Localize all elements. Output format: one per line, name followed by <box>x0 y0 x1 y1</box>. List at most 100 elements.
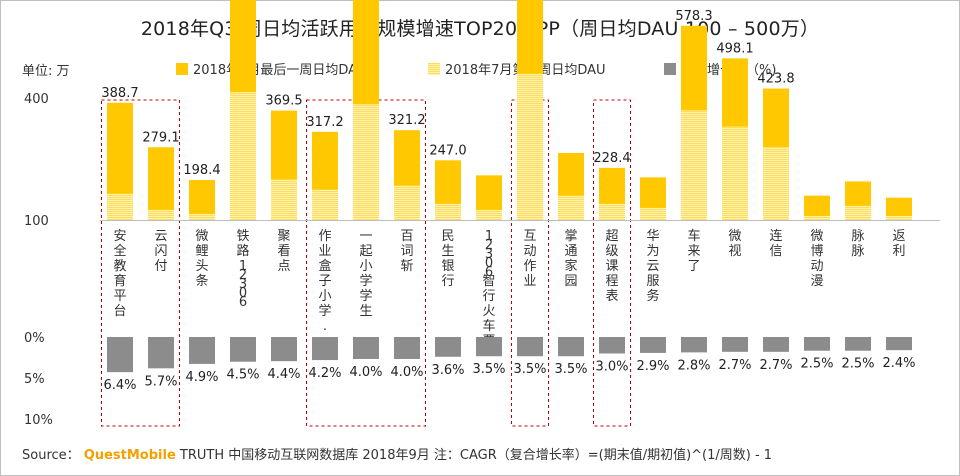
category-label: 超级课程表 <box>605 229 618 304</box>
category-label: 作业盒子小学.. <box>318 229 331 343</box>
bar-value-label: 498.1 <box>716 41 753 56</box>
legend-swatch-sep <box>176 62 188 75</box>
bar-cagr <box>886 337 912 351</box>
bar-cagr <box>640 337 666 353</box>
cagr-value-label: 2.8% <box>677 358 710 373</box>
bar-cagr <box>804 337 830 351</box>
bar-jul-dau <box>845 205 871 220</box>
bar-cagr <box>681 337 707 353</box>
bar-jul-dau <box>517 73 543 220</box>
bar-jul-dau <box>107 193 133 220</box>
bar-sep-dau <box>189 180 215 220</box>
bottom-ytick-label: 5% <box>24 372 45 387</box>
category-label: 车来了 <box>687 228 700 274</box>
cagr-value-label: 5.7% <box>144 374 177 389</box>
bar-jul-dau <box>189 213 215 220</box>
category-label: 微鲤头条 <box>195 229 208 289</box>
highlight-box <box>306 99 426 427</box>
bar-value-label: 388.7 <box>101 86 138 101</box>
category-label: 微博动漫 <box>810 229 823 289</box>
cagr-value-label: 4.4% <box>267 367 300 382</box>
bar-cagr <box>353 337 379 359</box>
bottom-ytick-label: 10% <box>24 413 53 428</box>
highlight-box <box>101 99 180 427</box>
cagr-value-label: 3.6% <box>431 363 464 378</box>
cagr-value-label: 2.7% <box>759 358 792 373</box>
bar-cagr <box>435 337 461 357</box>
source-prefix: Source： <box>22 448 80 463</box>
bottom-ytick-label: 0% <box>24 331 45 346</box>
category-label: 返利 <box>892 229 905 259</box>
category-label: 铁路 1 2 3 0 6 <box>236 229 249 310</box>
bar-value-label: 198.4 <box>183 163 220 178</box>
bar-value-label: 578.3 <box>675 9 712 24</box>
bar-jul-dau <box>804 215 830 220</box>
bar-cagr <box>517 337 543 357</box>
cagr-value-label: 4.5% <box>226 368 259 383</box>
source-brand: QuestMobile <box>83 448 176 463</box>
category-label: 脉脉 <box>851 229 864 259</box>
cagr-value-label: 4.0% <box>349 365 382 380</box>
bar-cagr <box>763 337 789 352</box>
bar-cagr <box>722 337 748 352</box>
bar-jul-dau <box>558 195 584 220</box>
bar-jul-dau <box>640 207 666 220</box>
cagr-value-label: 6.4% <box>103 378 136 393</box>
bar-cagr <box>107 337 133 373</box>
cagr-value-label: 2.4% <box>882 356 915 371</box>
bar-cagr <box>148 337 174 369</box>
unit-label: 单位: 万 <box>22 64 70 79</box>
bar-cagr <box>394 337 420 359</box>
top-ytick-label: 400 <box>24 92 49 107</box>
source-rest: TRUTH 中国移动互联网数据库 2018年9月 注：CAGR（复合增长率）=(… <box>179 448 773 463</box>
category-label: 12306智行火车票 <box>482 229 495 349</box>
bar-jul-dau <box>312 189 338 220</box>
category-label: 掌通家园 <box>564 229 577 289</box>
highlight-box <box>593 99 631 427</box>
bar-value-label: 279.1 <box>142 130 179 145</box>
bar-cagr <box>558 337 584 357</box>
cagr-value-label: 3.5% <box>513 362 546 377</box>
cagr-value-label: 3.5% <box>472 362 505 377</box>
bar-value-label: 228.4 <box>593 151 630 166</box>
bar-cagr <box>476 337 502 357</box>
category-label: 安全教育平台 <box>113 229 126 319</box>
category-label: 互动作业 <box>523 229 536 289</box>
bar-cagr <box>312 337 338 361</box>
bar-value-label: 369.5 <box>265 94 302 109</box>
category-label: 一起小学学生 <box>359 229 372 319</box>
cagr-value-label: 2.9% <box>636 359 669 374</box>
category-label: 微视 <box>728 229 741 259</box>
chart-title: 2018年Q3 周日均活跃用户规模增速TOP20 APP（周日均DAU 100 … <box>140 18 820 40</box>
category-label: 百词斩 <box>400 229 413 274</box>
cagr-value-label: 4.0% <box>390 365 423 380</box>
bar-jul-dau <box>353 104 379 220</box>
top-ytick-label: 100 <box>24 214 49 229</box>
bar-jul-dau <box>230 92 256 220</box>
bar-value-label: 423.8 <box>757 72 794 87</box>
cagr-value-label: 3.5% <box>554 362 587 377</box>
legend-swatch-cagr <box>664 62 676 75</box>
cagr-value-label: 4.9% <box>185 370 218 385</box>
legend-swatch-jul <box>428 62 440 75</box>
category-label: 华为云服务 <box>646 229 659 304</box>
bar-value-label: 247.0 <box>429 143 466 158</box>
bar-jul-dau <box>722 126 748 220</box>
bar-cagr <box>230 337 256 362</box>
source-note: Source： QuestMobile TRUTH 中国移动互联网数据库 201… <box>22 444 772 463</box>
bar-jul-dau <box>886 215 912 220</box>
bar-cagr <box>271 337 297 362</box>
cagr-value-label: 4.2% <box>308 366 341 381</box>
category-label: 云闪付 <box>154 229 167 274</box>
bar-jul-dau <box>681 110 707 220</box>
bar-jul-dau <box>435 203 461 220</box>
cagr-value-label: 2.5% <box>841 357 874 372</box>
bar-sep-dau <box>886 197 912 220</box>
cagr-value-label: 2.7% <box>718 358 751 373</box>
bar-value-label: 321.2 <box>388 113 425 128</box>
bar-cagr <box>599 337 625 354</box>
bar-cagr <box>189 337 215 364</box>
bar-jul-dau <box>394 185 420 220</box>
bar-jul-dau <box>763 146 789 220</box>
